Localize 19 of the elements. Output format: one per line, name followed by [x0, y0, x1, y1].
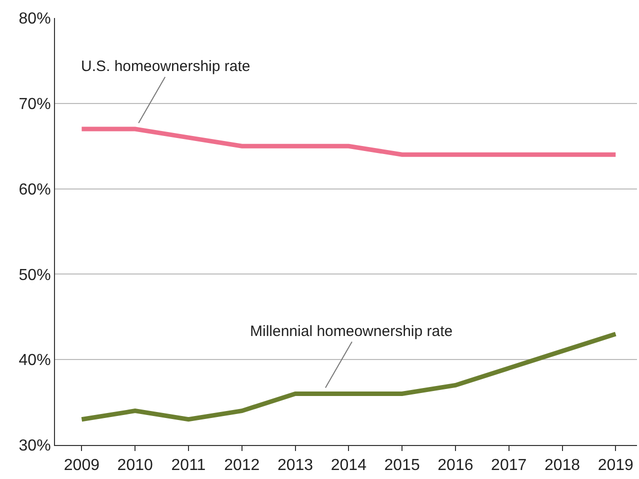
annotation: U.S. homeownership rate	[81, 58, 250, 75]
y-tick-label: 60%	[18, 181, 51, 198]
x-tick-label: 2013	[277, 457, 314, 474]
x-tick-label: 2011	[171, 457, 206, 474]
x-tick-label: 2014	[330, 457, 367, 474]
x-tick-label: 2018	[544, 457, 580, 474]
x-tick-label: 2012	[224, 457, 260, 474]
y-tick-label: 50%	[18, 266, 51, 284]
x-tick-label: 2019	[598, 457, 634, 474]
x-tick-label: 2010	[117, 457, 153, 474]
y-tick-label: 40%	[18, 352, 51, 370]
x-tick-label: 2015	[384, 457, 420, 474]
y-tick-label: 70%	[18, 96, 51, 113]
y-tick-label: 80%	[18, 10, 51, 28]
annotation: Millennial homeownership rate	[250, 323, 453, 340]
x-tick-label: 2016	[438, 457, 474, 474]
x-tick-label: 2009	[64, 457, 100, 474]
y-tick-label: 30%	[18, 438, 51, 455]
x-tick-label: 2017	[491, 457, 527, 474]
